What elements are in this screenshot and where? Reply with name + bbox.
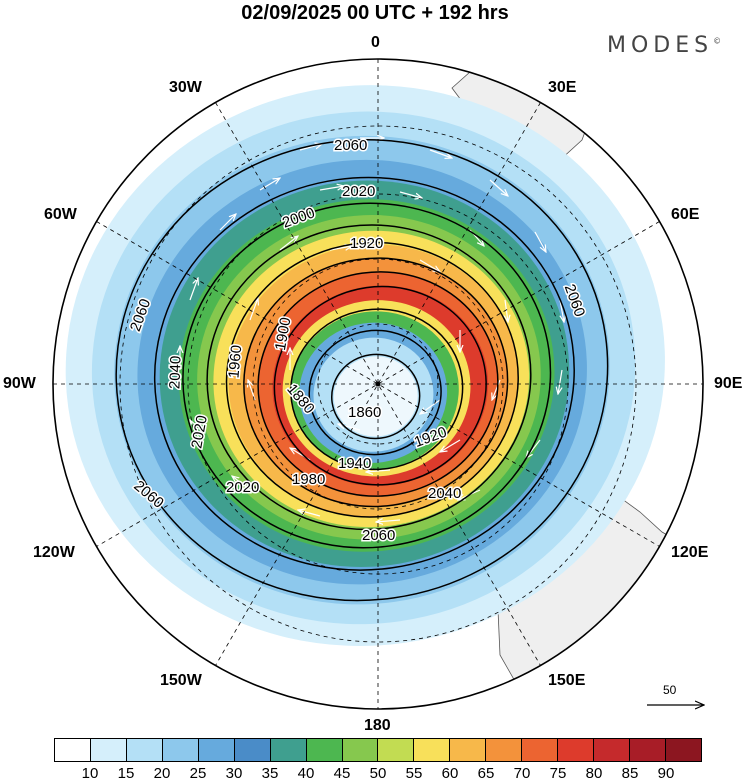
contour-1900 [290,308,464,471]
contour-2060 [115,139,609,602]
colorbar-tick-label: 15 [117,765,135,782]
contour-1880 [308,329,442,456]
copyright-mark: © [713,36,722,46]
colorbar-swatch [594,739,630,761]
colorbar-swatch [450,739,487,761]
contour-label-1940: 1940 [338,455,371,472]
colorbar-swatch [342,739,379,761]
colorbar-tick-label: 35 [261,765,279,782]
contour-label-2040-bottom: 2040 [428,485,461,502]
south-pole-dot [375,381,381,387]
colorbar-ticks: 10 15 20 25 30 35 40 45 50 55 60 65 70 75 80 85 90 [54,765,702,782]
contour-label-2060-bottom: 2060 [362,527,395,544]
lon-label-120e: 120E [671,544,709,561]
colorbar-tick-label: 20 [153,765,171,782]
contour-label-1920-top: 1920 [350,235,383,252]
contour-1940 [257,271,499,497]
brand-text: MODES [607,33,714,58]
lon-label-150w: 150W [160,672,202,689]
colorbar-tick-label: 30 [225,765,243,782]
colorbar-swatch [630,739,666,761]
contour-2000 [206,224,532,531]
lon-label-60e: 60E [671,206,700,223]
colorbar-swatch [665,739,701,761]
lon-label-120w: 120W [33,544,75,561]
colorbar-swatch [234,739,271,761]
contour-2020 [182,202,552,549]
contour-label-1980: 1980 [292,471,325,488]
colorbar-tick-label: 25 [189,765,207,782]
contour-1920 [273,285,487,486]
contour-1960 [243,257,509,508]
colorbar-swatch [378,739,415,761]
colorbar-swatch [270,739,307,761]
colorbar-swatch [198,739,235,761]
colorbar-swatch [522,739,559,761]
colorbar-swatch [126,739,163,761]
reference-vector-label: 50 [663,683,677,697]
colorbar-tick-label: 10 [81,765,99,782]
lon-label-60w: 60W [44,206,77,223]
lon-label-30w: 30W [169,79,202,96]
colorbar-swatch [558,739,595,761]
lon-label-90e: 90E [714,375,743,392]
contour-label-2020-top: 2020 [342,183,375,200]
colorbar-swatch [162,739,199,761]
contour-1980 [225,241,519,518]
colorbar-swatch [306,739,343,761]
colorbar-tick-label: 65 [477,765,495,782]
colorbar-tick-label: 45 [333,765,351,782]
colorbar-tick-label: 80 [585,765,603,782]
contour-2040 [153,176,575,571]
lon-label-90w: 90W [3,375,36,392]
colorbar-swatch [55,739,91,761]
colorbar-tick-label: 85 [621,765,639,782]
contour-label-1860: 1860 [348,404,381,421]
contour-label-2060-top: 2060 [334,137,367,154]
lon-label-30e: 30E [548,79,577,96]
colorbar-swatch [486,739,523,761]
colorbar-tick-label: 70 [513,765,531,782]
colorbar-tick-label: 50 [369,765,387,782]
colorbar-tick-label: 75 [549,765,567,782]
colorbar-tick-label: 60 [441,765,459,782]
colorbar-swatch [414,739,451,761]
map-boundary [52,58,704,710]
colorbar-tick-label: 90 [657,765,675,782]
graticule [53,59,703,709]
map-title: 02/09/2025 00 UTC + 192 hrs [241,2,509,24]
colorbar-swatch [90,739,127,761]
contour-label-2020-bottom: 2020 [226,479,259,496]
colorbar-tick-label: 55 [405,765,423,782]
modes-logo: MODES© [607,33,721,58]
colorbar-tick-label: 40 [297,765,315,782]
height-contours [115,139,609,602]
lon-label-0: 0 [371,34,380,51]
contour-1860 [330,353,421,440]
contour-label-1960: 1960 [225,344,245,379]
contour-label-2040-left: 2040 [166,355,184,389]
lon-label-180: 180 [364,717,391,734]
lon-label-150e: 150E [548,672,586,689]
colorbar [54,738,702,762]
